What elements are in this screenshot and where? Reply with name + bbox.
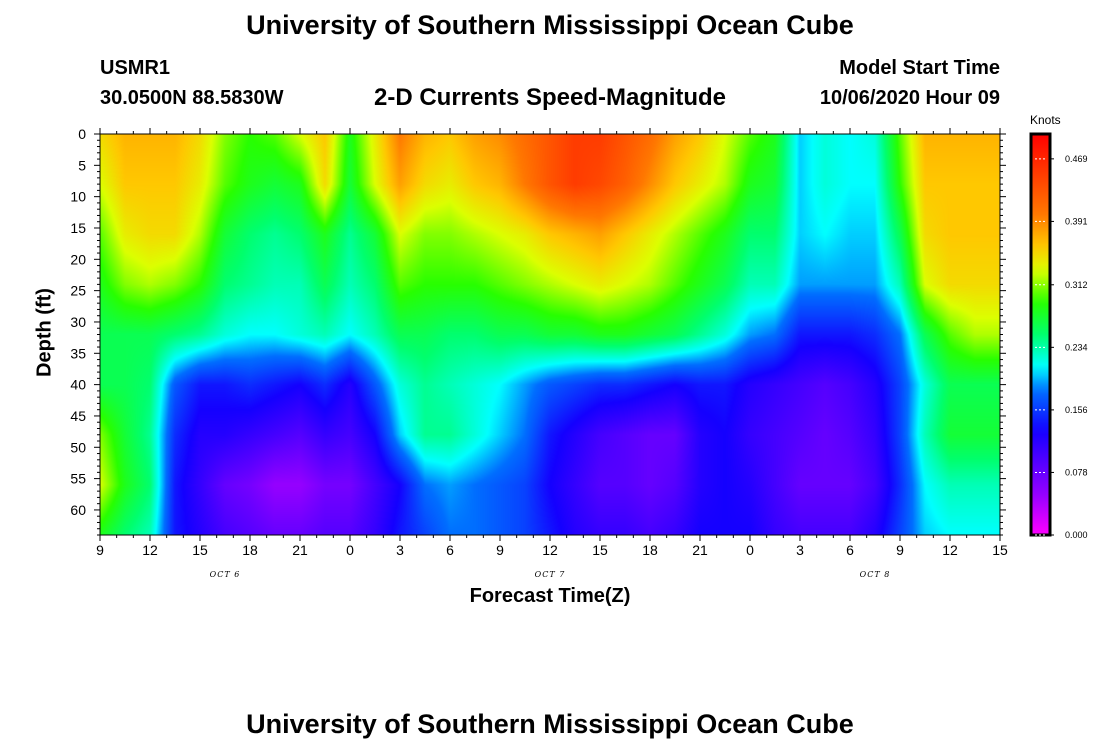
x-tick-label: 12 <box>942 542 958 558</box>
x-tick-label: 6 <box>846 542 854 558</box>
plot-frame <box>99 133 1001 536</box>
y-axis-label: Depth (ft) <box>33 288 56 377</box>
station-coords: 30.0500N 88.5830W <box>100 87 284 109</box>
x-axis-label: Forecast Time(Z) <box>469 585 631 607</box>
x-tick-label: 3 <box>396 542 404 558</box>
x-tick-label: 0 <box>346 542 354 558</box>
colorbar <box>1029 132 1052 537</box>
y-tick-label: 35 <box>70 345 86 361</box>
colorbar-units: Knots <box>1030 113 1061 127</box>
colorbar-tick-label: 0.078 <box>1065 467 1088 477</box>
footer-title: University of Southern Mississippi Ocean… <box>246 709 854 739</box>
x-tick-label: 21 <box>292 542 308 558</box>
x-tick-label: 9 <box>496 542 504 558</box>
colorbar-tick-label: 0.234 <box>1065 342 1088 352</box>
y-tick-label: 20 <box>70 251 86 267</box>
day-label: OCT 6 <box>210 570 241 579</box>
x-tick-label: 12 <box>142 542 158 558</box>
x-tick-label: 3 <box>796 542 804 558</box>
chart-title: 2-D Currents Speed-Magnitude <box>373 84 727 111</box>
x-tick-label: 0 <box>746 542 754 558</box>
day-label: OCT 8 <box>860 570 891 579</box>
x-tick-label: 18 <box>642 542 658 558</box>
colorbar-tick-label: 0.156 <box>1065 405 1088 415</box>
y-tick-label: 40 <box>70 377 86 393</box>
x-tick-label: 21 <box>692 542 708 558</box>
heatmap-canvas <box>100 134 1000 535</box>
y-tick-label: 5 <box>78 157 86 173</box>
x-tick-label: 15 <box>192 542 208 558</box>
y-tick-label: 45 <box>70 408 86 424</box>
x-tick-label: 15 <box>592 542 608 558</box>
y-tick-label: 10 <box>70 189 86 205</box>
y-tick-label: 25 <box>70 283 86 299</box>
y-tick-label: 60 <box>70 502 86 518</box>
y-tick-label: 0 <box>78 126 86 142</box>
colorbar-tick-label: 0.312 <box>1065 280 1088 290</box>
station-name: USMR1 <box>100 57 171 79</box>
colorbar-tick-label: 0.469 <box>1065 154 1088 164</box>
y-tick-label: 50 <box>70 439 86 455</box>
model-start-time: 10/06/2020 Hour 09 <box>819 87 1000 109</box>
x-tick-label: 18 <box>242 542 258 558</box>
model-start-label: Model Start Time <box>839 57 1000 79</box>
page-title: University of Southern Mississippi Ocean… <box>246 10 854 40</box>
colorbar-tick-label: 0.391 <box>1065 216 1088 226</box>
y-tick-label: 30 <box>70 314 86 330</box>
x-tick-label: 12 <box>542 542 558 558</box>
day-label: OCT 7 <box>535 570 566 579</box>
x-tick-label: 9 <box>96 542 104 558</box>
x-tick-label: 9 <box>896 542 904 558</box>
y-tick-label: 55 <box>70 471 86 487</box>
x-tick-label: 6 <box>446 542 454 558</box>
x-tick-label: 15 <box>992 542 1008 558</box>
y-tick-label: 15 <box>70 220 86 236</box>
colorbar-tick-label: 0.000 <box>1065 530 1088 540</box>
